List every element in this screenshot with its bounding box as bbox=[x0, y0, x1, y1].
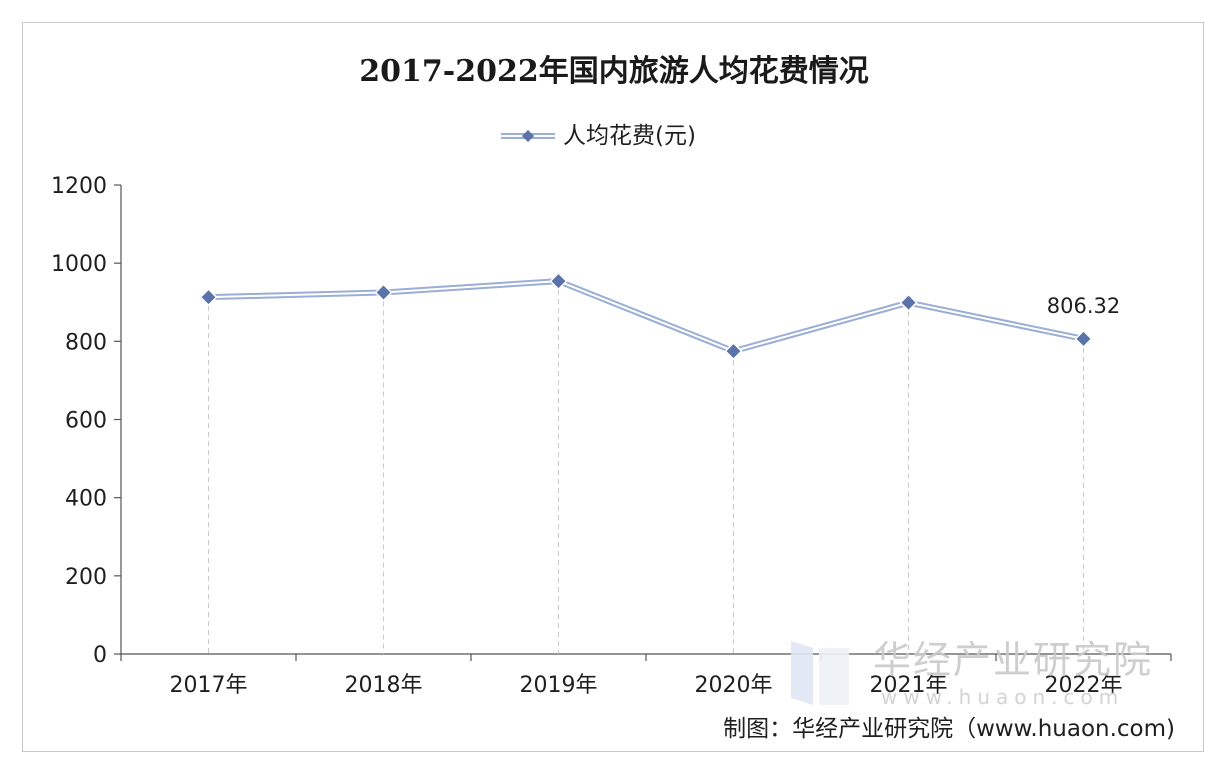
series-line-inner bbox=[208, 280, 1084, 353]
watermark-text: 华经产业研究院 bbox=[873, 638, 1153, 682]
x-tick-label: 2021年 bbox=[870, 673, 948, 698]
watermark-url: www.huaon.com bbox=[881, 685, 1124, 709]
data-point bbox=[724, 342, 743, 361]
x-axis: 2017年 2018年 2019年 2020年 2021年 2022年 bbox=[120, 653, 1172, 698]
source-note: 制图：华经产业研究院（www.huaon.com) bbox=[723, 716, 1175, 742]
y-tick-label: 600 bbox=[65, 409, 107, 434]
data-point bbox=[899, 293, 918, 312]
legend-swatch bbox=[501, 130, 555, 142]
data-point bbox=[549, 272, 568, 291]
data-label: 806.32 bbox=[1047, 294, 1120, 318]
x-tick-label: 2022年 bbox=[1045, 673, 1123, 698]
legend: 人均花费(元) bbox=[501, 123, 696, 149]
chart-title: 2017-2022年国内旅游人均花费情况 bbox=[359, 54, 868, 89]
y-axis: 0 200 400 600 800 1000 1200 bbox=[51, 174, 122, 668]
series-line bbox=[199, 272, 1093, 361]
line-chart: 2017-2022年国内旅游人均花费情况 人均花费(元) 0 200 400 600 8… bbox=[51, 54, 1175, 742]
watermark: 华经产业研究院 www.huaon.com bbox=[791, 638, 1153, 709]
legend-marker bbox=[522, 130, 534, 142]
y-tick-label: 800 bbox=[65, 330, 107, 355]
legend-label: 人均花费(元) bbox=[563, 123, 696, 149]
y-tick-label: 200 bbox=[65, 565, 107, 590]
y-tick-label: 1000 bbox=[51, 252, 107, 277]
data-point bbox=[1074, 329, 1093, 348]
watermark-logo bbox=[791, 641, 813, 705]
watermark-logo-part bbox=[819, 648, 849, 705]
drop-lines bbox=[208, 281, 1084, 654]
y-tick-label: 1200 bbox=[51, 174, 107, 199]
x-tick-label: 2020年 bbox=[695, 673, 773, 698]
data-point bbox=[199, 288, 218, 307]
x-tick-label: 2019年 bbox=[520, 673, 598, 698]
data-point bbox=[374, 283, 393, 302]
x-tick-label: 2018年 bbox=[345, 673, 423, 698]
chart-frame: 2017-2022年国内旅游人均花费情况 人均花费(元) 0 200 400 600 8… bbox=[22, 22, 1204, 752]
data-labels: 806.32 bbox=[1047, 294, 1120, 318]
y-tick-label: 400 bbox=[65, 487, 107, 512]
y-tick-label: 0 bbox=[93, 643, 107, 668]
x-tick-label: 2017年 bbox=[170, 673, 248, 698]
